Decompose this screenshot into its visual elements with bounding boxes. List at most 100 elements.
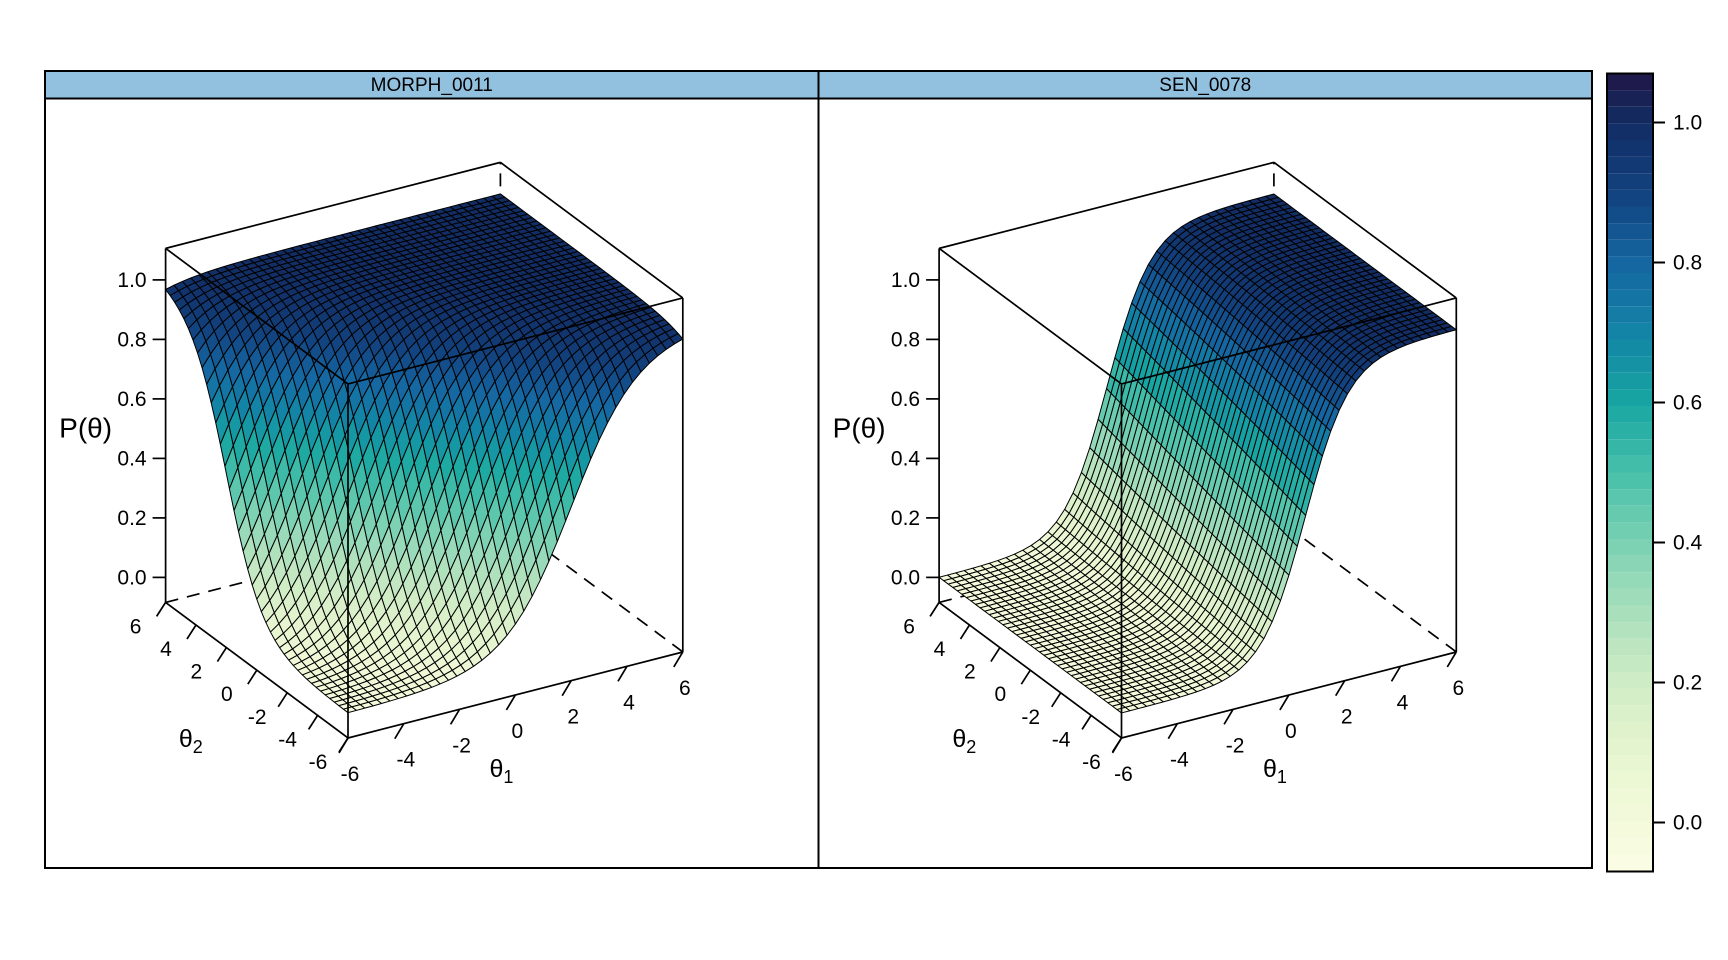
colorbar-band [1607, 439, 1653, 456]
z-tick-label: 0.4 [891, 447, 921, 470]
colorbar-band [1607, 788, 1653, 805]
colorbar-band [1607, 406, 1653, 423]
colorbar-band [1607, 605, 1653, 623]
colorbar-band [1607, 106, 1653, 124]
y-tick [216, 647, 228, 663]
colorbar-band [1607, 838, 1653, 855]
x-tick [338, 737, 349, 754]
z-axis-title: P(θ) [59, 413, 112, 444]
z-axis: 0.0 0.2 0.4 0.6 0.8 1.0 P(θ) [59, 269, 166, 589]
y-tick [307, 714, 319, 730]
z-axis-title: P(θ) [833, 413, 886, 444]
colorbar-band [1607, 73, 1653, 91]
colorbar-band [1607, 505, 1653, 523]
z-tick-label: 0.6 [117, 388, 146, 411]
y-tick-label: -2 [248, 706, 267, 729]
z-tick-label: 0.2 [891, 507, 920, 530]
y-tick [155, 601, 167, 617]
y-tick-label: 4 [160, 638, 172, 661]
x-tick-label: 6 [679, 677, 691, 700]
colorbar-band [1607, 455, 1653, 473]
x-tick-label: -4 [396, 749, 415, 772]
z-tick-label: 0.8 [117, 328, 146, 351]
y-tick-label: -4 [278, 728, 297, 751]
x-tick-label: 0 [1285, 720, 1297, 743]
colorbar-band [1607, 156, 1653, 174]
box-edge [165, 161, 501, 250]
x-tick-label: -6 [341, 763, 360, 786]
y-tick [186, 624, 197, 640]
colorbar-band [1607, 622, 1653, 639]
y-tick-label: 2 [191, 661, 203, 684]
colorbar-band [1607, 821, 1653, 839]
colorbar-band [1607, 306, 1653, 323]
y-tick-label: -6 [1082, 751, 1101, 774]
box-edge [1273, 161, 1457, 299]
y-tick [929, 601, 940, 617]
colorbar-band [1607, 206, 1653, 224]
surface-SEN_0078 [938, 193, 1457, 714]
render-root: 0.00.20.40.60.81.0P(θ)6420-2-4-6θ2-6-4-2… [59, 72, 1703, 873]
colorbar-band [1607, 223, 1653, 240]
panel-MORPH_0011: 0.00.20.40.60.81.0P(θ)6420-2-4-6θ2-6-4-2… [59, 161, 691, 787]
y-tick [1081, 714, 1092, 730]
colorbar-band [1607, 422, 1653, 440]
colorbar-band [1607, 389, 1653, 406]
colorbar-band [1607, 489, 1653, 506]
colorbar-band [1607, 854, 1653, 872]
colorbar-tick-label: 0.0 [1673, 812, 1702, 835]
colorbar-band [1607, 655, 1653, 672]
strip-row: MORPH_0011 SEN_0078 [44, 70, 1593, 100]
box-edge [347, 297, 684, 385]
y-tick [247, 669, 258, 685]
x-tick-label: -2 [1226, 734, 1245, 757]
surface-facet [343, 706, 357, 714]
y-tick [990, 647, 1001, 663]
y-tick [1020, 669, 1032, 685]
box-edge [165, 247, 349, 385]
colorbar-band [1607, 256, 1653, 273]
z-tick-label: 0.8 [891, 328, 920, 351]
colorbar-band [1607, 322, 1653, 340]
z-tick-label: 0.6 [891, 388, 920, 411]
colorbar-band [1607, 522, 1653, 539]
y-tick [277, 692, 288, 708]
colorbar-band [1607, 123, 1653, 140]
colorbar-band [1607, 173, 1653, 190]
x-tick-label: 2 [567, 706, 579, 729]
colorbar-band [1607, 356, 1653, 373]
z-axis: 0.0 0.2 0.4 0.6 0.8 1.0 P(θ) [833, 269, 940, 589]
x-tick [1111, 737, 1123, 754]
colorbar-band [1607, 755, 1653, 772]
colorbar-band [1607, 189, 1653, 207]
y-tick-label: -2 [1021, 706, 1040, 729]
z-tick-label: 1.0 [117, 269, 146, 292]
x-tick [673, 651, 684, 668]
x-tick [1167, 723, 1179, 740]
x-tick-label: 4 [623, 691, 635, 714]
colorbar-band [1607, 273, 1653, 290]
x-tick [449, 708, 461, 725]
box-edge [499, 161, 684, 299]
hidden-edge [1273, 515, 1457, 653]
colorbar-band [1607, 688, 1653, 706]
colorbar-band [1607, 805, 1653, 822]
colorbar-band [1607, 289, 1653, 307]
surface-facet [1116, 706, 1131, 714]
x-tick [394, 723, 405, 740]
colorbar-band [1607, 771, 1653, 789]
x-tick-label: 2 [1341, 706, 1353, 729]
y-tick-label: 4 [934, 638, 946, 661]
z-tick-label: 0.0 [891, 566, 920, 589]
x-tick [505, 694, 517, 711]
x-tick-label: -4 [1170, 749, 1189, 772]
z-tick-label: 0.0 [117, 566, 146, 589]
colorbar-tick-label: 0.6 [1673, 392, 1702, 415]
surface-MORPH_0011 [165, 193, 684, 714]
y-tick-label: 2 [964, 661, 976, 684]
colorbar-band [1607, 638, 1653, 656]
colorbar-band [1607, 472, 1653, 490]
colorbar-tick-label: 0.4 [1673, 532, 1703, 555]
